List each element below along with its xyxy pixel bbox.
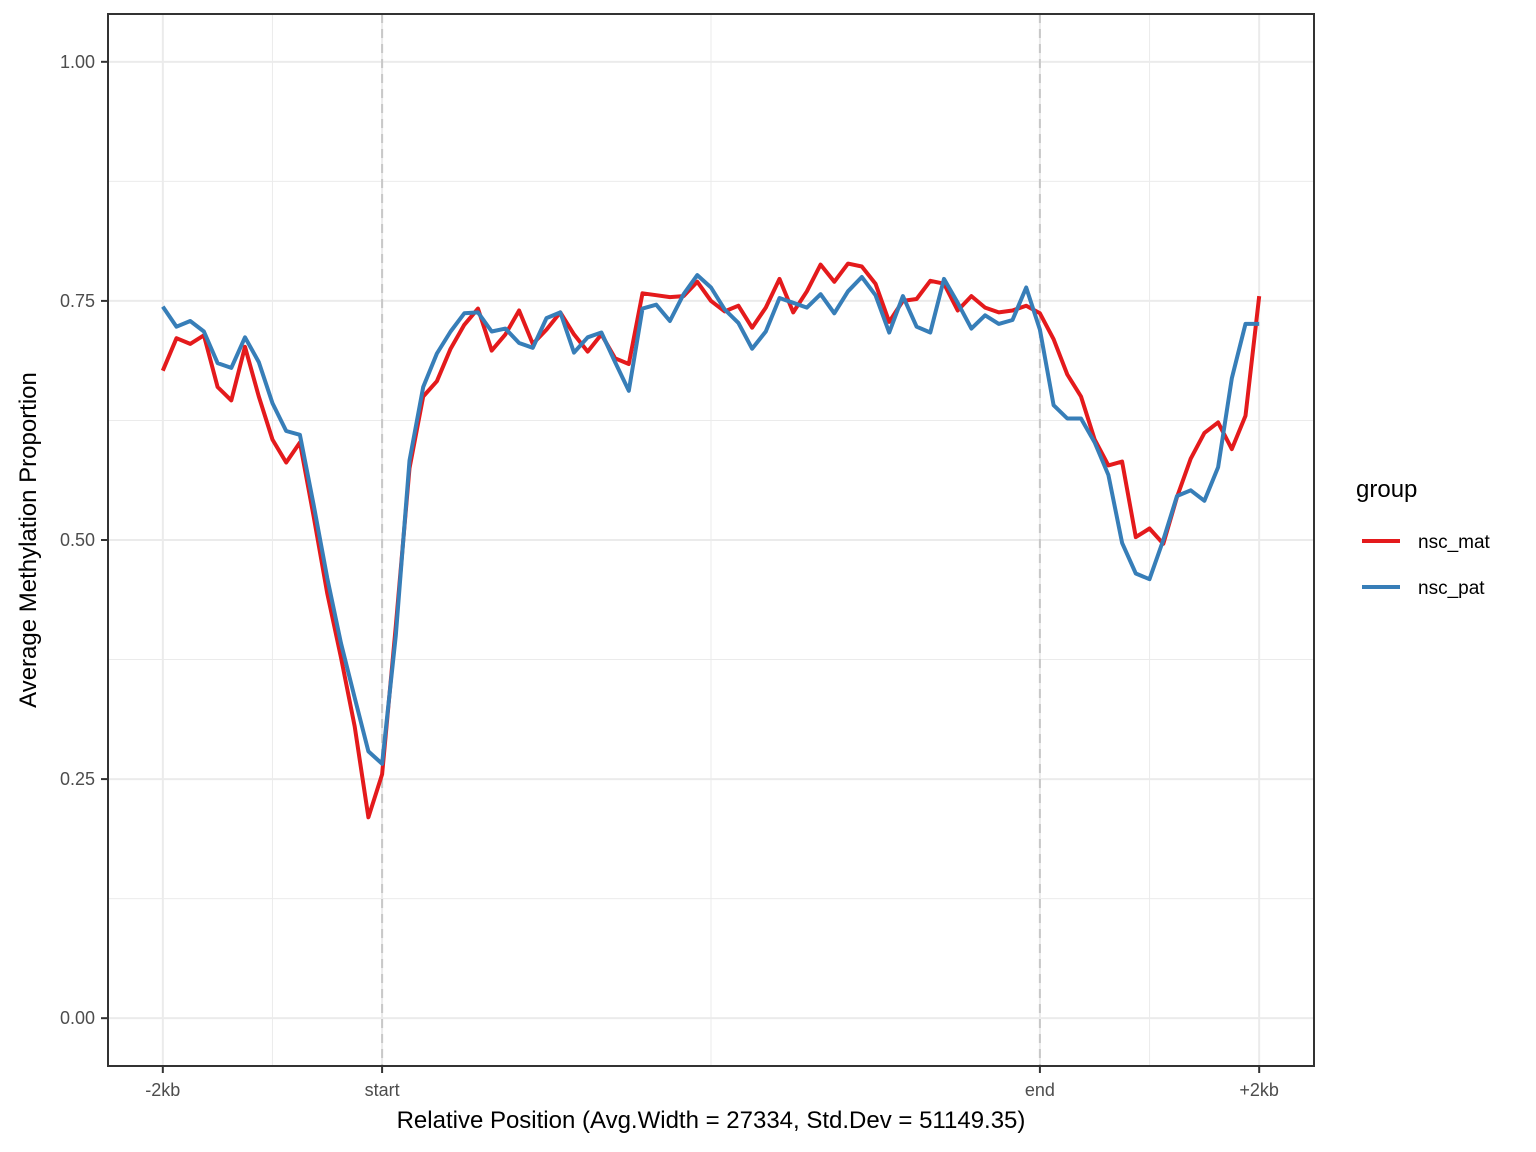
series-line-nsc_mat: [160, 261, 1262, 820]
series-lines: [160, 261, 1262, 820]
x-tick-label: +2kb: [1239, 1080, 1279, 1100]
x-axis-title: Relative Position (Avg.Width = 27334, St…: [397, 1107, 1026, 1134]
y-tick-label: 0.00: [60, 1008, 95, 1028]
y-tick-label: 0.75: [60, 291, 95, 311]
y-tick-label: 1.00: [60, 52, 95, 72]
x-tick-label: -2kb: [145, 1080, 180, 1100]
x-axis-ticks: -2kb start end +2kb: [145, 1066, 1279, 1100]
legend-label-nsc_mat: nsc_mat: [1418, 532, 1491, 553]
legend-label-nsc_pat: nsc_pat: [1418, 578, 1485, 599]
y-axis-ticks: 0.00 0.25 0.50 0.75 1.00: [60, 52, 108, 1028]
x-tick-label: end: [1025, 1080, 1055, 1100]
legend: group nsc_mat nsc_pat: [1356, 476, 1491, 599]
y-axis-title: Average Methylation Proportion: [15, 372, 42, 708]
y-tick-label: 0.50: [60, 530, 95, 550]
region-boundary-lines: [381, 14, 1041, 1066]
legend-title: group: [1356, 476, 1417, 503]
series-line-nsc_pat: [161, 273, 1260, 766]
x-tick-label: start: [365, 1080, 400, 1100]
y-tick-label: 0.25: [60, 769, 95, 789]
legend-items: nsc_mat nsc_pat: [1362, 532, 1491, 599]
